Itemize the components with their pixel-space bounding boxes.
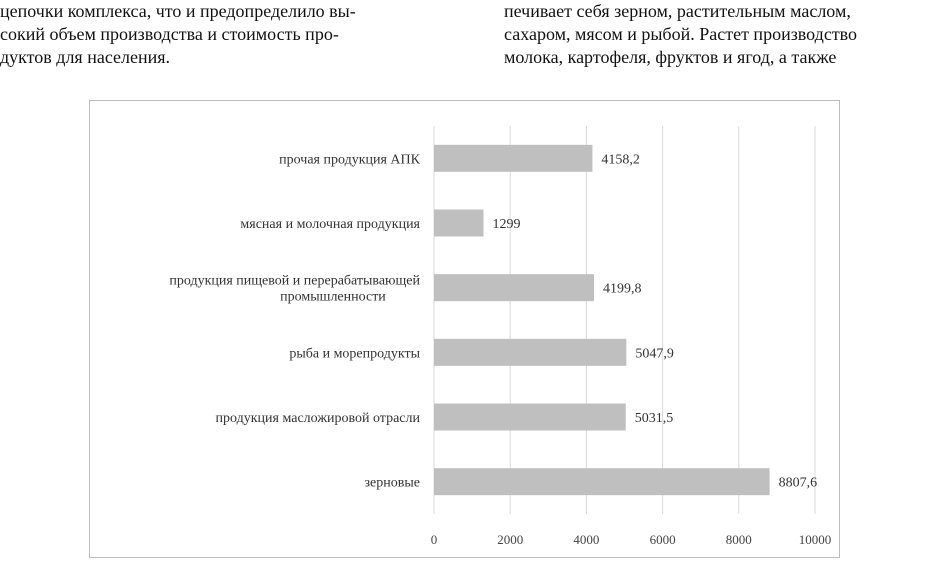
category-label: продукция масложировой отрасли — [216, 411, 421, 426]
category-label: рыба и морепродукты — [289, 346, 420, 361]
x-tick-label: 4000 — [573, 532, 599, 547]
x-tick-label: 0 — [431, 532, 438, 547]
data-label: 5047,9 — [635, 346, 674, 361]
category-label: зерновые — [365, 476, 420, 491]
x-tick-label: 10000 — [799, 532, 832, 547]
x-tick-label: 8000 — [726, 532, 752, 547]
data-label: 4199,8 — [603, 282, 642, 297]
category-label: прочая продукция АПК — [279, 152, 420, 167]
text-line: дуктов для населения. — [0, 47, 171, 67]
text-line: молока, картофеля, фруктов и ягод, а так… — [504, 47, 837, 67]
bar — [434, 144, 593, 172]
category-label: промышленности — [280, 290, 386, 305]
bar — [434, 403, 626, 431]
bar — [434, 338, 627, 366]
data-label: 4158,2 — [601, 152, 640, 167]
bar — [434, 468, 770, 496]
text-line: цепочки комплекса, что и предопределило … — [0, 1, 356, 21]
text-line: сахаром, мясом и рыбой. Растет производс… — [504, 24, 858, 44]
chart-frame: 0 2000 4000 6000 8000 10000 4158,2 прочая проду… — [89, 100, 840, 558]
text-line: печивает себя зерном, растительным масло… — [504, 1, 851, 21]
category-label: мясная и молочная продукция — [240, 217, 420, 232]
data-label: 1299 — [492, 217, 520, 232]
bar-chart: 0 2000 4000 6000 8000 10000 4158,2 прочая проду… — [169, 126, 832, 547]
body-text-right: печивает себя зерном, растительным масло… — [504, 0, 945, 69]
data-label: 8807,6 — [779, 476, 818, 491]
category-label: продукция пищевой и перерабатывающей — [169, 274, 420, 289]
bar — [434, 274, 595, 302]
x-tick-label: 6000 — [650, 532, 676, 547]
data-label: 5031,5 — [635, 411, 674, 426]
x-tick-label: 2000 — [497, 532, 523, 547]
text-line: сокий объем производства и стоимость про… — [0, 24, 339, 44]
body-text-left: цепочки комплекса, что и предопределило … — [0, 0, 440, 69]
bar — [434, 209, 484, 237]
